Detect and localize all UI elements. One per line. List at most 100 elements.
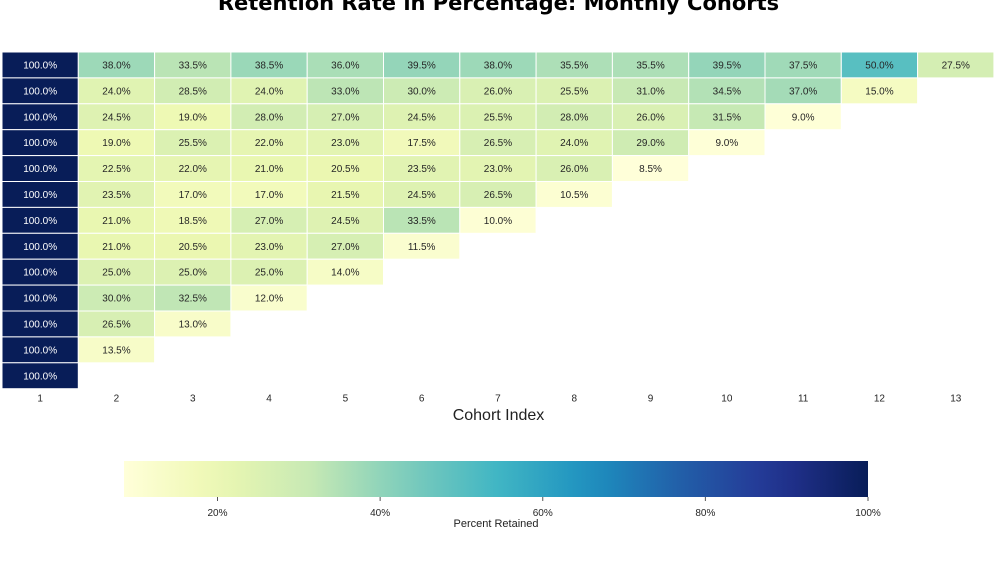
heatmap-cell <box>1 77 79 105</box>
heatmap-cell <box>306 232 385 260</box>
heatmap-cells: 100.0% 38.0% 33.5% 38.5% 36.0% 39.5% 38.0% 35.5… <box>1 51 995 390</box>
chart-title: Retention Rate in Percentage: Monthly Co… <box>217 0 780 15</box>
x-tick-label: 13 <box>950 394 962 405</box>
heatmap-cell <box>535 129 613 157</box>
heatmap-cell <box>230 284 308 312</box>
colorbar-ticks: 20% 40% 60% 80% 100% <box>208 497 881 519</box>
cell-value-label: 21.5% <box>331 190 359 201</box>
cell-value-label: 100.0% <box>23 371 57 382</box>
cell-value-label: 27.0% <box>331 112 359 123</box>
cell-value-label: 19.0% <box>102 138 130 149</box>
cell-value-label: 26.5% <box>484 138 512 149</box>
cell-value-label: 31.0% <box>636 86 664 97</box>
cell-value-label: 14.0% <box>331 268 359 279</box>
heatmap-cell <box>688 129 766 157</box>
cell-value-label: 100.0% <box>23 190 57 201</box>
cell-value-label: 21.0% <box>102 242 130 253</box>
heatmap-cell <box>154 103 232 131</box>
heatmap-cell <box>77 155 156 183</box>
cell-value-label: 24.5% <box>102 112 130 123</box>
heatmap-cell <box>611 103 690 131</box>
heatmap-cell <box>306 155 385 183</box>
cell-value-label: 100.0% <box>23 60 57 71</box>
x-tick-label: 9 <box>648 394 654 405</box>
cell-value-label: 27.0% <box>255 216 283 227</box>
cell-value-label: 27.0% <box>331 242 359 253</box>
heatmap-cell <box>154 310 232 338</box>
cell-value-label: 26.5% <box>102 319 130 330</box>
cell-value-label: 23.0% <box>484 164 512 175</box>
heatmap-cell <box>383 77 461 105</box>
x-tick-label: 1 <box>37 394 43 405</box>
cell-value-label: 23.5% <box>407 164 435 175</box>
heatmap-cell <box>764 77 842 105</box>
cell-value-label: 26.0% <box>636 112 664 123</box>
heatmap-cell <box>230 206 308 234</box>
cell-value-label: 34.5% <box>713 86 741 97</box>
cell-value-label: 100.0% <box>23 216 57 227</box>
heatmap-cell <box>154 232 232 260</box>
heatmap-cell <box>1 181 79 208</box>
cell-value-label: 15.0% <box>865 86 893 97</box>
x-axis-label: Cohort Index <box>452 407 545 424</box>
heatmap-cell <box>77 103 156 131</box>
x-tick-label: 12 <box>874 394 886 405</box>
cell-value-label: 9.0% <box>715 138 738 149</box>
cell-value-label: 29.0% <box>636 138 664 149</box>
heatmap-cell <box>383 51 461 79</box>
cell-value-label: 17.5% <box>407 138 435 149</box>
cell-value-label: 24.0% <box>255 86 283 97</box>
heatmap-cell <box>230 181 308 208</box>
heatmap-cell <box>77 232 156 260</box>
cell-value-label: 25.5% <box>179 138 207 149</box>
cell-value-label: 22.0% <box>179 164 207 175</box>
heatmap-cell <box>77 336 156 364</box>
cell-value-label: 100.0% <box>23 86 57 97</box>
cell-value-label: 17.0% <box>255 190 283 201</box>
heatmap-cell <box>1 129 79 157</box>
cell-value-label: 27.5% <box>942 60 970 71</box>
cell-value-label: 50.0% <box>865 60 893 71</box>
heatmap-cell <box>383 103 461 131</box>
cell-value-label: 13.5% <box>102 345 130 356</box>
colorbar-label: Percent Retained <box>453 518 539 530</box>
x-tick-label: 3 <box>190 394 196 405</box>
cell-value-label: 100.0% <box>23 268 57 279</box>
heatmap-cell <box>230 155 308 183</box>
cell-value-label: 21.0% <box>255 164 283 175</box>
cell-value-label: 10.0% <box>484 216 512 227</box>
heatmap-cell <box>917 51 995 79</box>
cell-value-label: 30.0% <box>407 86 435 97</box>
x-tick-label: 8 <box>571 394 577 405</box>
x-tick-label: 4 <box>266 394 272 405</box>
cell-value-label: 12.0% <box>255 294 283 305</box>
cell-value-label: 39.5% <box>713 60 741 71</box>
cell-value-label: 28.0% <box>560 112 588 123</box>
heatmap-cell <box>535 51 613 79</box>
cell-value-label: 32.5% <box>179 294 207 305</box>
heatmap-cell <box>77 129 156 157</box>
cell-value-label: 38.0% <box>102 60 130 71</box>
cell-value-label: 39.5% <box>407 60 435 71</box>
cell-value-label: 33.5% <box>179 60 207 71</box>
heatmap-cell <box>383 155 461 183</box>
cell-value-label: 38.0% <box>484 60 512 71</box>
cell-value-label: 11.5% <box>408 242 436 253</box>
heatmap-cell <box>1 362 79 390</box>
cell-value-label: 25.0% <box>255 268 283 279</box>
cell-value-label: 35.5% <box>636 60 664 71</box>
heatmap-cell <box>383 232 461 260</box>
colorbar-tick-label: 60% <box>533 508 553 519</box>
colorbar-tick-label: 40% <box>370 508 390 519</box>
cell-value-label: 19.0% <box>179 112 207 123</box>
cell-value-label: 26.5% <box>484 190 512 201</box>
cell-value-label: 25.0% <box>102 268 130 279</box>
cell-value-label: 24.5% <box>331 216 359 227</box>
cell-value-label: 13.0% <box>179 319 207 330</box>
cell-value-label: 36.0% <box>331 60 359 71</box>
cell-value-label: 35.5% <box>560 60 588 71</box>
heatmap-cell <box>459 155 537 183</box>
cell-value-label: 25.5% <box>484 112 512 123</box>
cell-value-label: 100.0% <box>23 242 57 253</box>
heatmap-cell <box>154 129 232 157</box>
